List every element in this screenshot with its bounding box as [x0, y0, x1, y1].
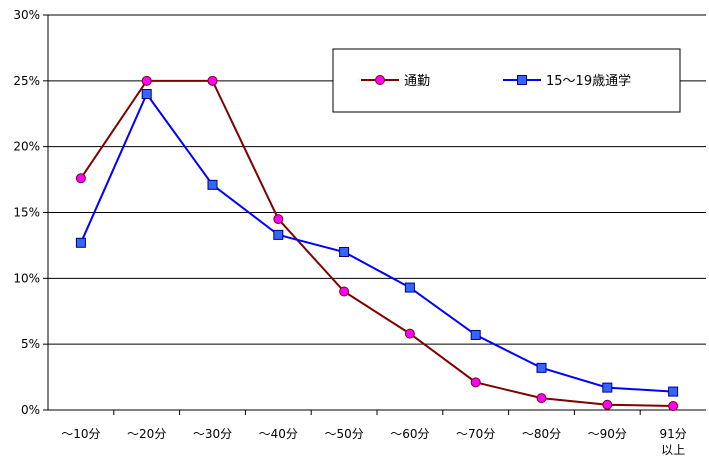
x-tick-label: ～70分: [456, 427, 495, 441]
data-point: [75, 173, 86, 184]
legend-swatch-marker: [517, 75, 527, 85]
data-point: [536, 362, 547, 373]
x-tick-label: 91分以上: [659, 427, 686, 457]
y-tick-label: 10%: [13, 271, 40, 285]
data-point: [75, 237, 86, 248]
x-tick-label: ～80分: [522, 427, 561, 441]
y-tick-label: 5%: [21, 337, 40, 351]
series-layer: [75, 75, 679, 412]
data-point: [602, 382, 613, 393]
y-tick-label: 15%: [13, 206, 40, 220]
x-tick-label: ～10分: [61, 427, 100, 441]
x-tick-label: ～40分: [259, 427, 298, 441]
legend-label: 15～19歳通学: [546, 73, 631, 89]
data-point: [207, 75, 218, 86]
data-point: [339, 286, 350, 297]
data-point: [668, 401, 679, 412]
x-tick-labels: ～10分 ～20分 ～30分 ～40分 ～50分 ～60分 ～70分 ～80分 ～90分 91分以…: [61, 427, 686, 457]
x-tick-label: ～90分: [588, 427, 627, 441]
x-tick-label: ～50分: [324, 427, 363, 441]
x-tick-label: ～60分: [390, 427, 429, 441]
y-tick-label: 25%: [13, 74, 40, 88]
data-point: [404, 328, 415, 339]
y-tick-label: 20%: [13, 140, 40, 154]
y-tick-label: 30%: [13, 8, 40, 22]
y-tick-labels: 0% 5% 10% 15% 20% 25% 30%: [13, 8, 40, 417]
data-point: [536, 393, 547, 404]
series-line-1: [79, 92, 674, 393]
legend-swatch-marker: [375, 75, 385, 85]
data-point: [339, 247, 350, 257]
series-line-0: [80, 79, 674, 408]
data-point: [602, 399, 613, 410]
data-point: [668, 386, 679, 397]
x-tick-label: ～30分: [193, 427, 232, 441]
legend-label: 通勤: [404, 74, 430, 89]
data-point: [207, 179, 218, 190]
data-point: [141, 89, 152, 99]
data-point: [404, 282, 415, 293]
data-point: [141, 75, 152, 86]
axes: [43, 14, 706, 415]
data-point: [470, 329, 481, 340]
data-point: [273, 214, 284, 225]
legend: 通勤 15～19歳通学: [332, 48, 681, 113]
data-point: [273, 229, 284, 240]
data-point: [470, 377, 481, 388]
y-tick-label: 0%: [21, 403, 40, 417]
x-tick-label: ～20分: [127, 427, 166, 441]
